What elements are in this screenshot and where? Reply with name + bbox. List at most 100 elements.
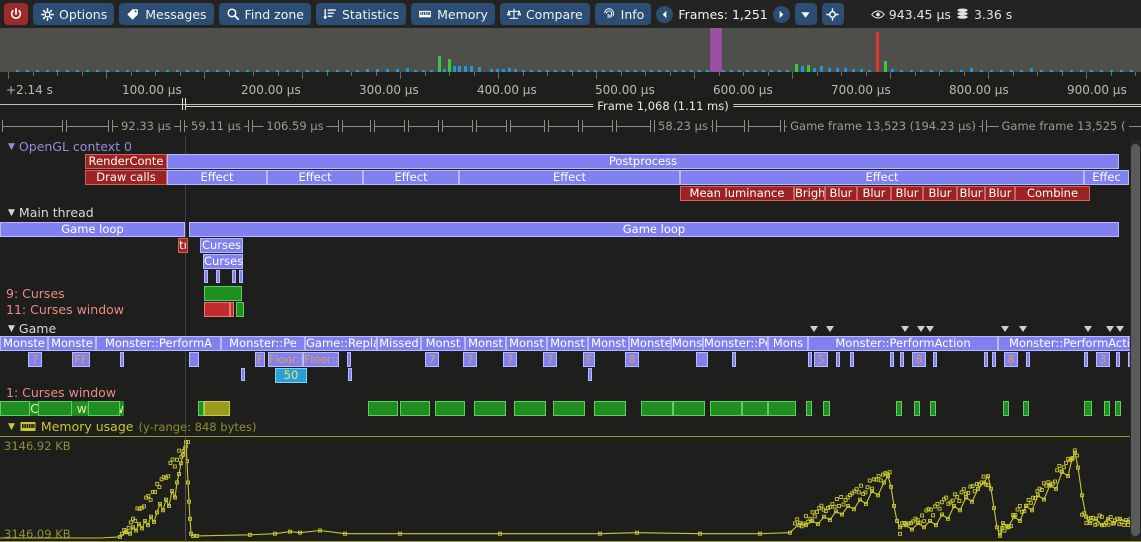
timeline-zone-tick[interactable] [204, 270, 208, 283]
group-main-thread[interactable]: ▼ Main thread [8, 205, 94, 220]
frame-bar[interactable] [448, 59, 451, 72]
frame-bar[interactable] [443, 69, 446, 72]
frame-bar[interactable] [714, 28, 718, 72]
frame-bar[interactable] [470, 66, 473, 72]
frame-bar[interactable] [56, 70, 59, 72]
frame-bar[interactable] [36, 70, 39, 72]
frame-bar[interactable] [642, 70, 645, 72]
subframe-segment[interactable]: Game frame 13,525 ( [986, 118, 1141, 136]
lock-block[interactable] [368, 401, 398, 416]
timeline-zone[interactable]: 7 [463, 352, 477, 367]
timeline-zone[interactable]: Floor:: [268, 352, 303, 367]
timeline-zone[interactable]: Monst [465, 336, 506, 351]
frame-bar[interactable] [960, 70, 963, 72]
frame-bar[interactable] [586, 70, 589, 72]
frame-bar[interactable] [276, 70, 279, 72]
timeline-zone[interactable]: Mean luminance [680, 186, 794, 201]
lock-block[interactable] [1003, 401, 1009, 416]
subframe-segment[interactable] [582, 118, 612, 136]
frame-bar[interactable] [186, 70, 189, 72]
lock-block[interactable] [38, 401, 72, 416]
frame-bar[interactable] [1050, 70, 1053, 72]
frame-bar[interactable] [650, 70, 653, 72]
frame-bar[interactable] [376, 69, 379, 72]
next-frame-button[interactable] [772, 5, 790, 23]
subframe-segment[interactable]: 92.33 µs [112, 118, 180, 136]
frame-bar[interactable] [698, 70, 701, 72]
frame-bar[interactable] [1030, 68, 1033, 72]
timeline-zone[interactable]: FF [72, 352, 90, 367]
frame-bar[interactable] [176, 70, 179, 72]
frame-bar[interactable] [801, 66, 804, 72]
timeline-zone[interactable]: Game::Replay [305, 336, 377, 351]
frame-bar[interactable] [166, 70, 169, 72]
frame-bar[interactable] [246, 70, 249, 72]
timeline-zone[interactable] [1026, 352, 1030, 367]
timeline-zone[interactable]: Monste [0, 336, 48, 351]
frame-bar[interactable] [106, 70, 109, 72]
frame-bar[interactable] [1130, 70, 1133, 72]
frame-bar[interactable] [1110, 70, 1113, 72]
frame-bar[interactable] [286, 70, 289, 72]
timeline-zone[interactable]: RenderConte [85, 154, 167, 169]
lock-block[interactable] [1104, 401, 1110, 416]
lock-block[interactable] [823, 401, 830, 416]
timeline-zone[interactable]: Effect [167, 170, 267, 185]
timeline-zone[interactable]: 8 [625, 352, 639, 367]
frame-bar[interactable] [690, 70, 693, 72]
frame-bar[interactable] [718, 28, 722, 72]
timeline-zone[interactable]: Mons [768, 336, 808, 351]
timeline-zone[interactable] [900, 352, 904, 367]
timeline-zone[interactable]: Curses [203, 254, 243, 269]
vertical-scrollbar[interactable] [1130, 140, 1141, 540]
frame-bar[interactable] [1080, 70, 1083, 72]
timeline-zone[interactable] [732, 352, 736, 367]
timeline-zone[interactable]: Draw calls [85, 170, 167, 185]
timeline-zone[interactable] [992, 352, 996, 367]
timeline-body[interactable]: ▼ OpenGL context 0 ▼ Main thread ▼ Game … [0, 136, 1141, 542]
lock-block[interactable] [88, 401, 120, 416]
frame-bar[interactable] [666, 70, 669, 72]
frame-bar[interactable] [746, 70, 749, 72]
frame-bar[interactable] [76, 70, 79, 72]
subframe-segment[interactable] [342, 118, 370, 136]
find-zone-button[interactable]: Find zone [218, 3, 311, 25]
timeline-zone[interactable] [984, 352, 988, 367]
frame-bar[interactable] [634, 70, 637, 72]
frame-bar[interactable] [522, 70, 525, 72]
collapse-triangle-icon[interactable]: ▼ [8, 323, 15, 334]
timeline-zone[interactable]: Game loop [0, 222, 185, 237]
subframe-segment[interactable] [476, 118, 506, 136]
frame-bar[interactable] [990, 70, 993, 72]
timeline-zone[interactable] [696, 352, 708, 367]
lock-block[interactable] [742, 401, 768, 416]
frame-bar[interactable] [868, 70, 871, 72]
timeline-zone[interactable]: Monst [588, 336, 629, 351]
frame-bar[interactable] [296, 70, 299, 72]
frame-bar[interactable] [156, 70, 159, 72]
lock-block[interactable] [1023, 401, 1029, 416]
frame-bar[interactable] [836, 68, 839, 72]
frames-overview-strip[interactable] [0, 28, 1141, 72]
frame-bar[interactable] [356, 70, 359, 72]
frame-bar[interactable] [196, 70, 199, 72]
frame-bar[interactable] [66, 70, 69, 72]
timeline-zone[interactable]: 8 [912, 352, 926, 367]
timeline-zone-tick[interactable] [232, 270, 236, 283]
frame-bar[interactable] [1100, 70, 1103, 72]
timeline-zone[interactable]: Effec [1084, 170, 1129, 185]
collapse-triangle-icon[interactable]: ▼ [8, 421, 15, 432]
frame-bar[interactable] [900, 70, 903, 72]
frame-bar[interactable] [602, 70, 605, 72]
frame-bar[interactable] [980, 70, 983, 72]
frame-bar[interactable] [478, 67, 481, 72]
subframe-segment[interactable] [442, 118, 472, 136]
lock-block[interactable] [230, 302, 234, 317]
timeline-zone[interactable]: Missed [377, 336, 421, 351]
frame-bar[interactable] [920, 70, 923, 72]
timeline-zone[interactable]: Blur [923, 186, 957, 201]
frame-bar[interactable] [610, 70, 613, 72]
frame-bar[interactable] [594, 70, 597, 72]
timeline-zone[interactable]: Monster::PerformAction [808, 336, 998, 351]
lock-block[interactable] [400, 401, 430, 416]
